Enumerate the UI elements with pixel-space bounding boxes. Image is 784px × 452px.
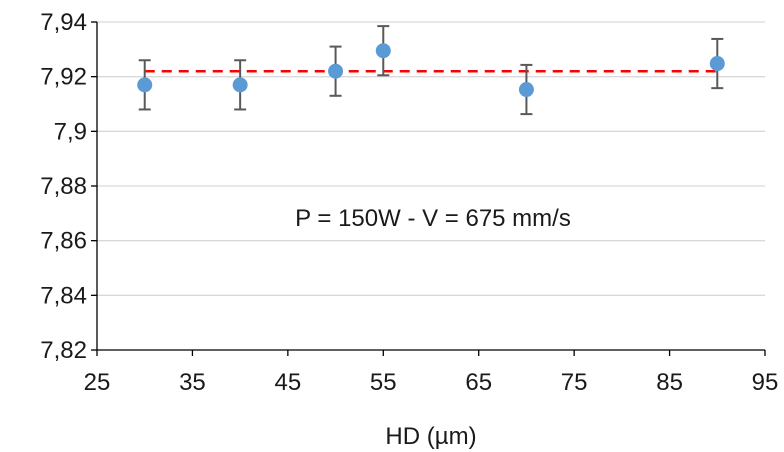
data-point [232, 77, 248, 93]
x-tick-label: 75 [561, 369, 588, 396]
data-point [518, 82, 534, 98]
x-tick-label: 45 [275, 369, 302, 396]
x-tick-label: 55 [370, 369, 397, 396]
x-tick-label: 95 [752, 369, 779, 396]
x-tick-label: 85 [656, 369, 683, 396]
y-tick-label: 7,88 [40, 173, 87, 200]
x-tick-label: 25 [84, 369, 111, 396]
y-tick-label: 7,9 [54, 118, 87, 145]
data-point [328, 63, 344, 79]
x-tick-label: 35 [179, 369, 206, 396]
y-tick-label: 7,86 [40, 228, 87, 255]
data-point [375, 43, 391, 59]
x-tick-label: 65 [465, 369, 492, 396]
tick-labels: 7,82 7,84 7,86 7,88 7,9 7,92 7,94 25 35 45 55 65 75 8… [40, 9, 778, 396]
data-points [137, 43, 725, 98]
y-tick-label: 7,82 [40, 337, 87, 364]
data-point [137, 77, 153, 93]
axes [91, 21, 766, 356]
x-axis-title: HD (µm) [385, 423, 476, 450]
y-tick-label: 7,92 [40, 64, 87, 91]
gridlines [97, 21, 765, 296]
y-tick-label: 7,84 [40, 282, 87, 309]
error-bars [138, 25, 724, 116]
chart-annotation: P = 150W - V = 675 mm/s [295, 205, 571, 232]
y-tick-label: 7,94 [40, 9, 87, 36]
data-point [709, 56, 725, 72]
